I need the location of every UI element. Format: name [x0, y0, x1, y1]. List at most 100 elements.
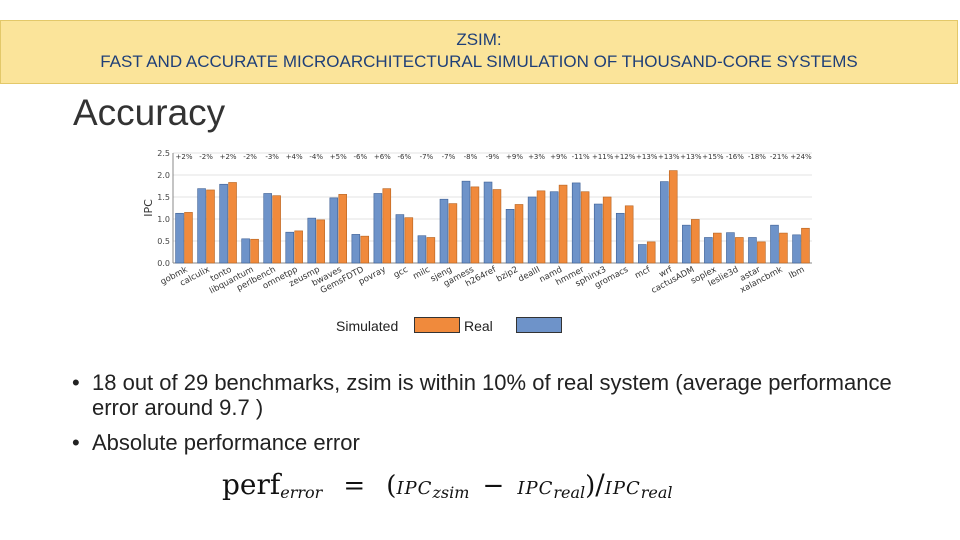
error-label: -16%	[726, 153, 744, 161]
formula-slash: /	[595, 468, 605, 501]
header-line-2: FAST AND ACCURATE MICROARCHITECTURAL SIM…	[100, 52, 858, 71]
bar-real	[748, 237, 757, 264]
error-label: +3%	[528, 153, 545, 161]
category-label: gcc	[392, 265, 410, 281]
category-label: mcf	[633, 264, 653, 281]
formula-lhs-sub: error	[280, 483, 323, 503]
bar-simulated	[558, 184, 568, 264]
bar-simulated	[801, 227, 810, 264]
bar-real	[792, 234, 801, 264]
bar-simulated	[691, 219, 700, 264]
bar-simulated	[492, 189, 502, 264]
formula-ipc-zsim-sub: zsim	[432, 483, 470, 503]
formula-minus: −	[482, 471, 505, 501]
error-label: -11%	[572, 153, 590, 161]
bar-simulated	[448, 203, 458, 264]
y-tick-label: 2.0	[157, 171, 170, 180]
error-label: +4%	[286, 153, 303, 161]
bar-real	[593, 203, 603, 264]
error-label: +13%	[680, 153, 702, 161]
header-banner: ZSIM: FAST AND ACCURATE MICROARCHITECTUR…	[0, 20, 958, 84]
y-axis-label: IPC	[142, 199, 155, 217]
y-tick-label: 1.0	[157, 215, 170, 224]
formula-ipc-zsim: IPC	[396, 478, 433, 499]
bar-simulated	[228, 182, 237, 264]
bar-simulated	[294, 230, 303, 264]
bar-real	[395, 214, 405, 264]
bar-simulated	[470, 186, 480, 264]
bar-simulated	[426, 237, 436, 264]
category-label: dealII	[517, 265, 542, 285]
category-label: lbm	[788, 265, 807, 281]
bullet-dot: •	[72, 430, 80, 455]
bar-simulated	[668, 170, 678, 264]
formula-ipc-real-den: IPC	[604, 478, 641, 499]
bar-simulated	[514, 204, 524, 264]
bar-real	[285, 231, 294, 264]
error-label: +11%	[592, 153, 614, 161]
formula-open-paren: (	[386, 471, 397, 501]
bar-simulated	[272, 195, 281, 264]
bar-simulated	[382, 188, 392, 264]
legend-swatch-simulated	[414, 317, 460, 333]
y-tick-label: 2.5	[157, 149, 170, 158]
error-label: +15%	[702, 153, 724, 161]
bar-real	[197, 188, 206, 264]
error-label: -9%	[486, 153, 500, 161]
bar-real	[417, 235, 427, 264]
bar-simulated	[360, 235, 370, 264]
bar-real	[682, 224, 691, 264]
bar-real	[527, 196, 537, 264]
bar-real	[483, 181, 493, 264]
error-label: +13%	[636, 153, 658, 161]
error-label: -6%	[398, 153, 412, 161]
error-label: +5%	[330, 153, 347, 161]
bar-real	[219, 183, 228, 264]
bar-real	[549, 191, 559, 264]
bar-real	[505, 209, 515, 264]
slide-title: Accuracy	[73, 92, 226, 133]
error-label: -3%	[265, 153, 279, 161]
bar-real	[726, 232, 735, 264]
bar-simulated	[624, 205, 634, 264]
formula-lhs: perf	[222, 468, 281, 501]
bar-real	[241, 238, 250, 264]
error-label: +2%	[220, 153, 237, 161]
bullet-item: • Absolute performance error	[70, 430, 930, 455]
error-formula: perferror = (IPCzsim − IPCreal)/IPCreal	[222, 468, 673, 502]
bar-real	[373, 193, 383, 264]
bar-real	[263, 193, 272, 264]
bullet-text: Absolute performance error	[92, 430, 360, 455]
bar-simulated	[250, 238, 259, 264]
error-label: +6%	[374, 153, 391, 161]
bar-simulated	[404, 217, 414, 264]
error-label: -18%	[748, 153, 766, 161]
bar-simulated	[206, 189, 215, 264]
formula-ipc-real-den-sub: real	[640, 483, 673, 503]
ipc-bar-chart: 0.00.51.01.52.02.5IPC+2%gobmk-2%calculix…	[142, 149, 812, 296]
y-tick-label: 0.5	[157, 237, 170, 246]
bar-simulated	[779, 232, 788, 264]
bar-real	[329, 197, 339, 264]
formula-close-paren: )	[585, 471, 596, 501]
formula-ipc-real: IPC	[517, 478, 554, 499]
bar-real	[615, 212, 625, 264]
formula-equals: =	[343, 471, 366, 501]
legend-swatch-real	[516, 317, 562, 333]
error-label: +12%	[614, 153, 636, 161]
error-label: +13%	[658, 153, 680, 161]
bar-real	[439, 198, 449, 264]
category-label: cactusADM	[650, 265, 697, 296]
error-label: -2%	[243, 153, 257, 161]
category-label: bzip2	[495, 265, 520, 285]
bar-real	[351, 234, 361, 264]
bar-real	[638, 244, 647, 264]
bar-simulated	[646, 241, 656, 264]
category-label: milc	[411, 265, 432, 282]
header-line-1: ZSIM:	[456, 30, 502, 49]
error-label: -21%	[770, 153, 788, 161]
bar-simulated	[713, 232, 722, 264]
bar-simulated	[184, 212, 193, 264]
y-tick-label: 0.0	[157, 259, 170, 268]
formula-ipc-real-sub: real	[553, 483, 586, 503]
